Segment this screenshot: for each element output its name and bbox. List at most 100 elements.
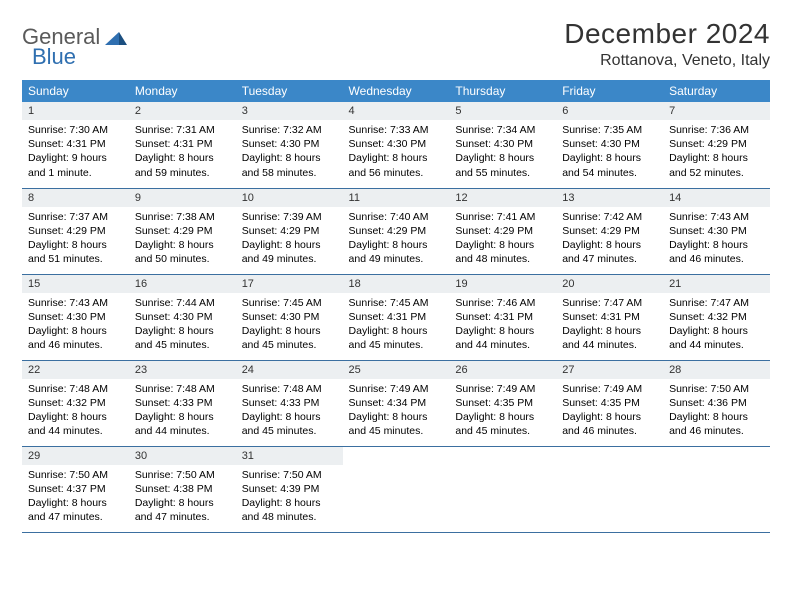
sunset-text: Sunset: 4:34 PM [349,396,444,410]
day-details: Sunrise: 7:43 AMSunset: 4:30 PMDaylight:… [663,207,770,272]
day-number: 23 [129,361,236,379]
header: General December 2024 Rottanova, Veneto,… [22,18,770,70]
daylight-text: Daylight: 8 hours and 46 minutes. [562,410,657,438]
sunrise-text: Sunrise: 7:42 AM [562,210,657,224]
daylight-text: Daylight: 8 hours and 56 minutes. [349,151,444,179]
sunset-text: Sunset: 4:39 PM [242,482,337,496]
sunset-text: Sunset: 4:31 PM [135,137,230,151]
sunset-text: Sunset: 4:31 PM [349,310,444,324]
sunrise-text: Sunrise: 7:50 AM [669,382,764,396]
sunrise-text: Sunrise: 7:36 AM [669,123,764,137]
daylight-text: Daylight: 8 hours and 45 minutes. [242,410,337,438]
day-details: Sunrise: 7:50 AMSunset: 4:37 PMDaylight:… [22,465,129,530]
daylight-text: Daylight: 8 hours and 46 minutes. [669,238,764,266]
day-details: Sunrise: 7:31 AMSunset: 4:31 PMDaylight:… [129,120,236,185]
day-number: 10 [236,189,343,207]
calendar-cell: 13Sunrise: 7:42 AMSunset: 4:29 PMDayligh… [556,188,663,274]
calendar-cell: 6Sunrise: 7:35 AMSunset: 4:30 PMDaylight… [556,102,663,188]
day-number: 3 [236,102,343,120]
day-details: Sunrise: 7:30 AMSunset: 4:31 PMDaylight:… [22,120,129,185]
sunrise-text: Sunrise: 7:46 AM [455,296,550,310]
sunrise-text: Sunrise: 7:49 AM [349,382,444,396]
calendar-cell: 20Sunrise: 7:47 AMSunset: 4:31 PMDayligh… [556,274,663,360]
sunset-text: Sunset: 4:30 PM [28,310,123,324]
daylight-text: Daylight: 8 hours and 58 minutes. [242,151,337,179]
sunrise-text: Sunrise: 7:45 AM [349,296,444,310]
calendar-cell: 17Sunrise: 7:45 AMSunset: 4:30 PMDayligh… [236,274,343,360]
sunrise-text: Sunrise: 7:40 AM [349,210,444,224]
daylight-text: Daylight: 8 hours and 49 minutes. [242,238,337,266]
sunrise-text: Sunrise: 7:37 AM [28,210,123,224]
brand-part2: Blue [32,44,76,70]
calendar-row: 8Sunrise: 7:37 AMSunset: 4:29 PMDaylight… [22,188,770,274]
day-details: Sunrise: 7:48 AMSunset: 4:33 PMDaylight:… [236,379,343,444]
sunrise-text: Sunrise: 7:48 AM [28,382,123,396]
day-details: Sunrise: 7:44 AMSunset: 4:30 PMDaylight:… [129,293,236,358]
sunrise-text: Sunrise: 7:35 AM [562,123,657,137]
sunset-text: Sunset: 4:30 PM [669,224,764,238]
sunset-text: Sunset: 4:29 PM [242,224,337,238]
sunset-text: Sunset: 4:30 PM [135,310,230,324]
calendar-row: 1Sunrise: 7:30 AMSunset: 4:31 PMDaylight… [22,102,770,188]
day-details: Sunrise: 7:46 AMSunset: 4:31 PMDaylight:… [449,293,556,358]
sunset-text: Sunset: 4:32 PM [669,310,764,324]
calendar-cell: 12Sunrise: 7:41 AMSunset: 4:29 PMDayligh… [449,188,556,274]
sunset-text: Sunset: 4:29 PM [135,224,230,238]
calendar-cell: 3Sunrise: 7:32 AMSunset: 4:30 PMDaylight… [236,102,343,188]
calendar-cell: 10 Sunrise: 7:39 AMSunset: 4:29 PMDayligh… [236,188,343,274]
calendar-cell: 25Sunrise: 7:49 AMSunset: 4:34 PMDayligh… [343,360,450,446]
day-number: 4 [343,102,450,120]
dayhead-friday: Friday [556,80,663,102]
day-number: 7 [663,102,770,120]
calendar-cell: 15Sunrise: 7:43 AMSunset: 4:30 PMDayligh… [22,274,129,360]
calendar-cell: 2Sunrise: 7:31 AMSunset: 4:31 PMDaylight… [129,102,236,188]
day-number: 15 [22,275,129,293]
daylight-text: Daylight: 8 hours and 46 minutes. [28,324,123,352]
calendar-row: 22Sunrise: 7:48 AMSunset: 4:32 PMDayligh… [22,360,770,446]
day-number: 22 [22,361,129,379]
sunset-text: Sunset: 4:32 PM [28,396,123,410]
sunset-text: Sunset: 4:31 PM [455,310,550,324]
day-details: Sunrise: 7:41 AMSunset: 4:29 PMDaylight:… [449,207,556,272]
day-number: 21 [663,275,770,293]
day-number: 6 [556,102,663,120]
daylight-text: Daylight: 9 hours and 1 minute. [28,151,123,179]
calendar-cell: 4 Sunrise: 7:33 AMSunset: 4:30 PMDaylight… [343,102,450,188]
daylight-text: Daylight: 8 hours and 45 minutes. [135,324,230,352]
dayhead-wednesday: Wednesday [343,80,450,102]
calendar-row: 29Sunrise: 7:50 AMSunset: 4:37 PMDayligh… [22,446,770,532]
day-number: 9 [129,189,236,207]
day-details: Sunrise: 7:49 AMSunset: 4:34 PMDaylight:… [343,379,450,444]
calendar-cell: 29Sunrise: 7:50 AMSunset: 4:37 PMDayligh… [22,446,129,532]
dayhead-monday: Monday [129,80,236,102]
sunrise-text: Sunrise: 7:34 AM [455,123,550,137]
daylight-text: Daylight: 8 hours and 47 minutes. [135,496,230,524]
day-details: Sunrise: 7:48 AMSunset: 4:32 PMDaylight:… [22,379,129,444]
sunset-text: Sunset: 4:30 PM [349,137,444,151]
sunrise-text: Sunrise: 7:33 AM [349,123,444,137]
day-number: 29 [22,447,129,465]
day-number: 14 [663,189,770,207]
day-number: 13 [556,189,663,207]
sunset-text: Sunset: 4:30 PM [562,137,657,151]
sunrise-text: Sunrise: 7:39 AM [242,210,337,224]
day-details: Sunrise: 7:32 AMSunset: 4:30 PMDaylight:… [236,120,343,185]
calendar-cell: 1Sunrise: 7:30 AMSunset: 4:31 PMDaylight… [22,102,129,188]
day-details: Sunrise: 7:50 AMSunset: 4:39 PMDaylight:… [236,465,343,530]
calendar-cell: .. [449,446,556,532]
dayhead-sunday: Sunday [22,80,129,102]
day-number: 16 [129,275,236,293]
sunrise-text: Sunrise: 7:47 AM [562,296,657,310]
sunset-text: Sunset: 4:30 PM [242,137,337,151]
day-details: Sunrise: 7:37 AMSunset: 4:29 PMDaylight:… [22,207,129,272]
daylight-text: Daylight: 8 hours and 45 minutes. [242,324,337,352]
day-number: 20 [556,275,663,293]
daylight-text: Daylight: 8 hours and 51 minutes. [28,238,123,266]
daylight-text: Daylight: 8 hours and 52 minutes. [669,151,764,179]
sunset-text: Sunset: 4:29 PM [669,137,764,151]
daylight-text: Daylight: 8 hours and 44 minutes. [455,324,550,352]
sunset-text: Sunset: 4:30 PM [242,310,337,324]
calendar-cell: 11Sunrise: 7:40 AMSunset: 4:29 PMDayligh… [343,188,450,274]
day-number: 27 [556,361,663,379]
sunrise-text: Sunrise: 7:50 AM [28,468,123,482]
